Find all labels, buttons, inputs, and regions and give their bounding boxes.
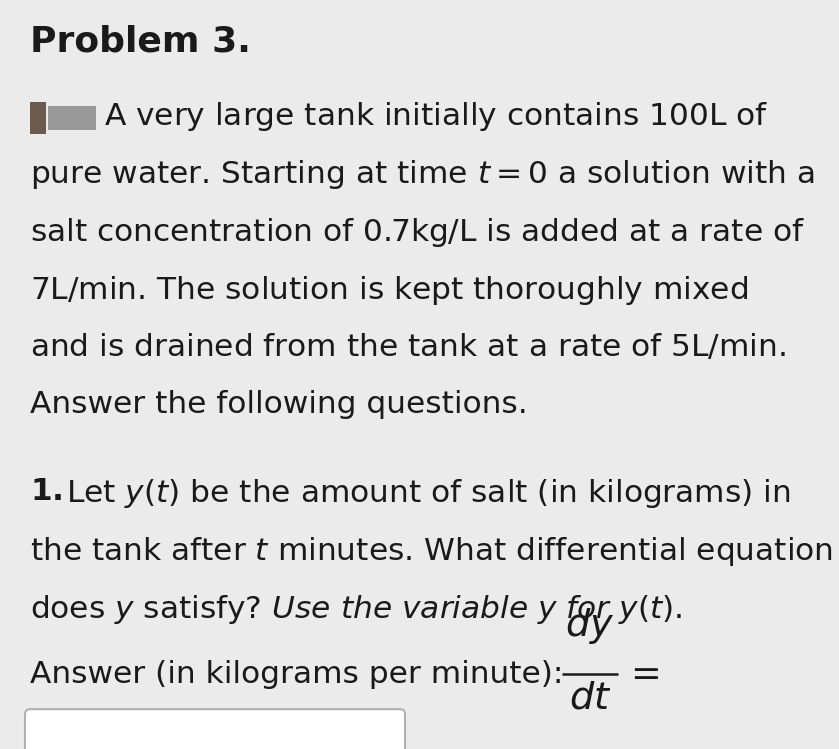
Text: salt concentration of $0.7\mathrm{kg/L}$ is added at a rate of: salt concentration of $0.7\mathrm{kg/L}$…: [30, 216, 805, 249]
Text: =: =: [629, 655, 660, 693]
Text: Answer the following questions.: Answer the following questions.: [30, 390, 528, 419]
Text: does $y$ satisfy? $\it{Use\ the\ variable}$ $y$ $\it{for}$ $y(t)$.: does $y$ satisfy? $\it{Use\ the\ variabl…: [30, 593, 683, 626]
Text: Let $y(t)$ be the amount of salt (in kilograms) in: Let $y(t)$ be the amount of salt (in kil…: [66, 477, 790, 510]
Text: $\mathbf{1.}$: $\mathbf{1.}$: [30, 477, 62, 506]
Text: pure water. Starting at time $t = 0$ a solution with a: pure water. Starting at time $t = 0$ a s…: [30, 158, 815, 191]
Text: A very large tank initially contains $\mathregular{100L}$ of: A very large tank initially contains $\m…: [104, 100, 769, 133]
Text: Problem 3.: Problem 3.: [30, 25, 251, 59]
Text: Answer (in kilograms per minute):: Answer (in kilograms per minute):: [30, 660, 563, 688]
Text: $dt$: $dt$: [569, 680, 612, 716]
Bar: [48, 106, 96, 130]
Text: $7\mathrm{L/min}$. The solution is kept thoroughly mixed: $7\mathrm{L/min}$. The solution is kept …: [30, 274, 748, 307]
Text: the tank after $t$ minutes. What differential equation: the tank after $t$ minutes. What differe…: [30, 535, 833, 568]
Text: $dy$: $dy$: [565, 606, 615, 646]
FancyBboxPatch shape: [25, 709, 405, 749]
Text: and is drained from the tank at a rate of $5\mathrm{L/min}$.: and is drained from the tank at a rate o…: [30, 332, 786, 362]
Bar: [30, 102, 46, 134]
